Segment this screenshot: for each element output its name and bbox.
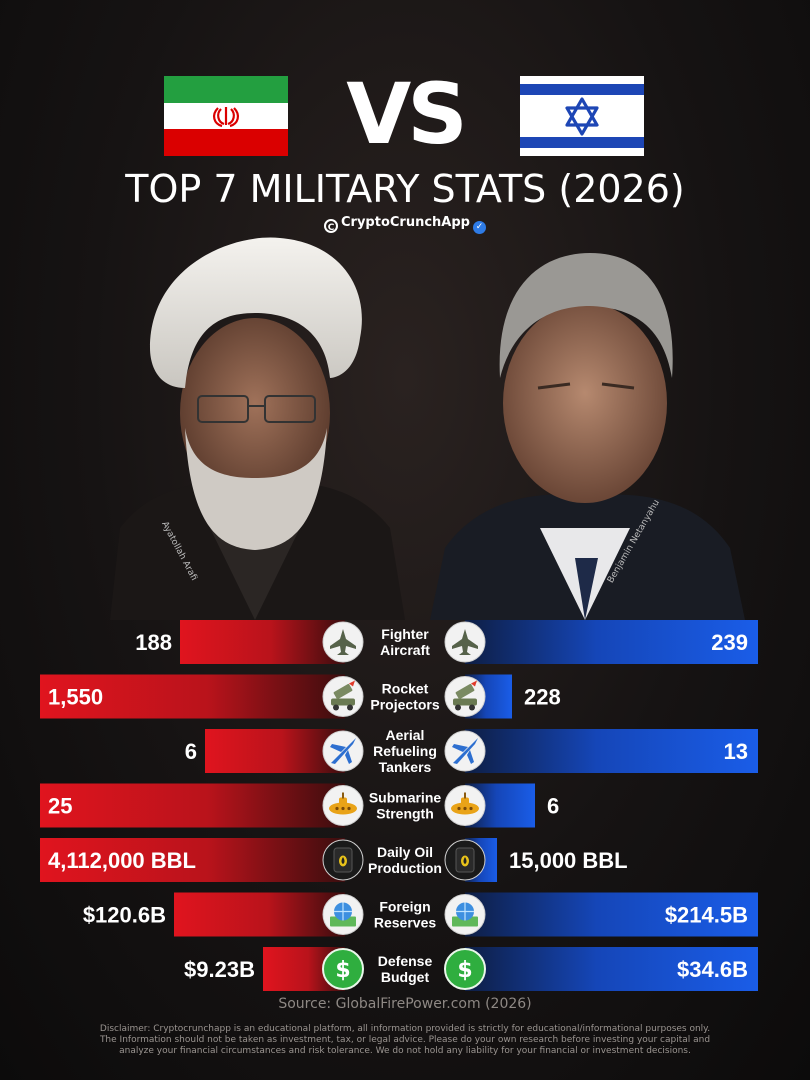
oil-barrel-icon [322,839,364,881]
fighter-jet-icon [444,621,486,663]
iran-bar [174,892,345,937]
israel-value-label: 15,000 BBL [509,848,628,873]
tanker-plane-icon [322,730,364,772]
verified-badge-icon: ✓ [472,221,486,234]
category-label: Aerial Refueling Tankers [373,727,437,775]
israel-value-label: 228 [524,685,561,710]
rocket-launcher-icon [322,676,364,717]
money-globe-icon [444,894,486,935]
israel-value-label: 6 [547,794,559,819]
dollar-coin-icon: $ [444,948,486,990]
category-label: Defense Budget [378,953,433,985]
israel-bar [465,892,758,937]
portrait-right [420,228,750,620]
iran-value-label: $120.6B [83,903,166,928]
submarine-icon [444,785,486,826]
oil-barrel-icon [444,839,486,881]
israel-bar [465,947,758,991]
brand-name: CryptoCrunchApp [341,215,470,230]
portrait-left [90,228,420,620]
disclaimer-line: Disclaimer: Cryptocrunchapp is an educat… [99,1024,711,1034]
israel-value-label: $34.6B [677,957,748,982]
israel-bar [465,620,758,664]
iran-flag [164,76,288,156]
israel-flag [520,76,644,156]
iran-value-label: 4,112,000 BBL [48,848,196,873]
category-label: Submarine Strength [369,790,442,822]
iran-bar [40,783,345,828]
iran-value-label: $9.23B [184,957,255,982]
brand-credit: C CryptoCrunchApp ✓ [0,214,810,234]
iran-bar [40,674,345,719]
category-label: Daily Oil Production [368,844,442,876]
category-label: Fighter Aircraft [380,626,430,658]
submarine-icon [322,785,364,826]
iran-bar [205,729,345,773]
dollar-coin-icon: $ [322,948,364,990]
crypto-logo-icon: C [324,219,338,233]
category-label: Rocket Projectors [370,681,439,713]
iran-value-label: 6 [185,739,197,764]
source-credit: Source: GlobalFirePower.com (2026) [278,996,532,1012]
israel-value-label: 239 [711,630,748,655]
iran-value-label: 25 [48,794,72,819]
tanker-plane-icon [444,730,486,772]
israel-value-label: 13 [724,739,748,764]
disclaimer-line: The Information should not be taken as i… [99,1035,711,1045]
iran-bar [40,838,345,882]
iran-bar [180,620,345,664]
svg-text:$: $ [335,958,350,983]
comparison-chart: 188 239 Fighter Aircraft 1,550 228 Rocket Proje… [40,620,758,991]
disclaimer-line: analyze your financial circumstances and… [119,1046,691,1056]
fighter-jet-icon [322,621,364,663]
rocket-launcher-icon [444,676,486,717]
money-globe-icon [322,894,364,935]
category-label: Foreign Reserves [374,899,436,931]
israel-bar [465,729,758,773]
page-title: TOP 7 MILITARY STATS (2026) [125,167,685,211]
iran-value-label: 1,550 [48,685,103,710]
israel-value-label: $214.5B [665,903,748,928]
iran-value-label: 188 [135,630,172,655]
versus-label: VS [346,65,468,163]
disclaimer: Disclaimer: Cryptocrunchapp is an educat… [80,1024,730,1057]
svg-text:$: $ [457,958,472,983]
